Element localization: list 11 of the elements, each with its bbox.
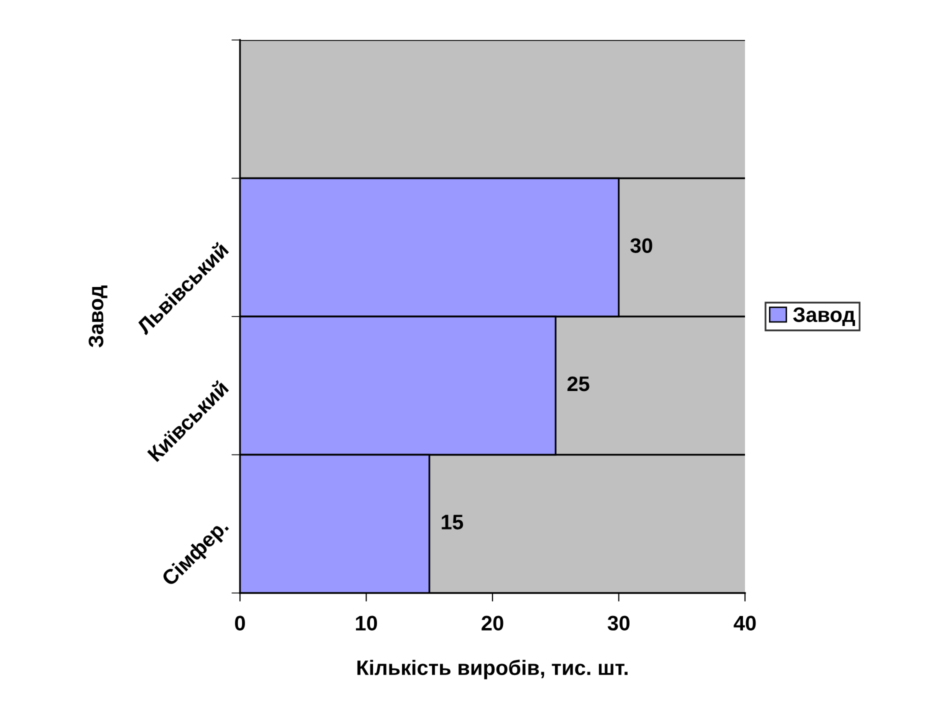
data-label: 25 [567, 376, 590, 392]
legend-label: Завод [793, 307, 856, 326]
x-tick-label: 30 [608, 616, 630, 631]
y-axis-title: Завод [88, 285, 108, 348]
data-label: 30 [630, 238, 652, 253]
x-axis-title: Кількість виробів, тис. шт. [357, 660, 628, 680]
x-tick-label: 0 [235, 616, 245, 631]
x-tick-label: 40 [734, 616, 756, 631]
x-tick-label: 10 [356, 616, 377, 631]
x-tick-label: 20 [482, 616, 504, 631]
data-label: 15 [442, 514, 464, 530]
